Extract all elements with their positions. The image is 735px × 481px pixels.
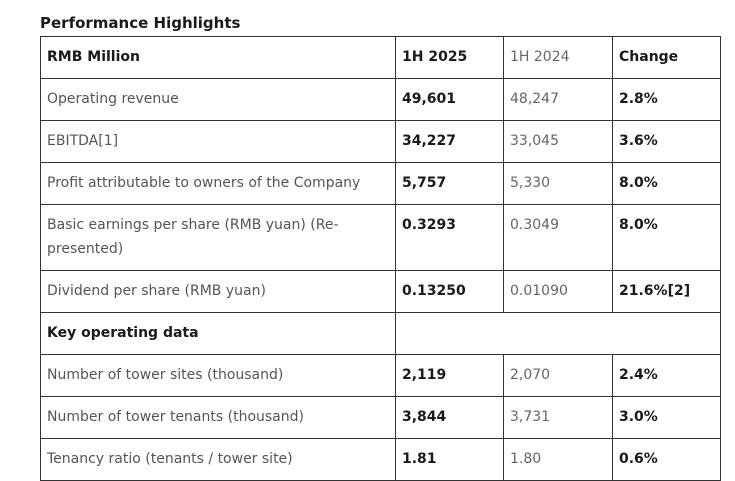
row-current-value: 34,227 — [395, 120, 504, 163]
header-current-period: 1H 2025 — [395, 36, 504, 79]
row-current-value: 5,757 — [395, 162, 504, 205]
row-prior-value: 0.01090 — [503, 270, 613, 313]
table-row: Profit attributable to owners of the Com… — [40, 162, 721, 205]
row-current-value: 1.81 — [395, 438, 504, 481]
table-row: EBITDA[1] 34,227 33,045 3.6% — [40, 120, 721, 163]
row-change-value: 8.0% — [612, 204, 721, 271]
row-current-value: 3,844 — [395, 396, 504, 439]
page-title: Performance Highlights — [40, 14, 241, 32]
row-label: Basic earnings per share (RMB yuan) (Re-… — [40, 204, 396, 271]
row-prior-value: 3,731 — [503, 396, 613, 439]
row-label: Number of tower sites (thousand) — [40, 354, 396, 397]
row-prior-value: 0.3049 — [503, 204, 613, 271]
header-label-cell: RMB Million — [40, 36, 396, 79]
row-current-value: 0.3293 — [395, 204, 504, 271]
row-change-value: 3.0% — [612, 396, 721, 439]
table-header-row: RMB Million 1H 2025 1H 2024 Change — [40, 36, 721, 79]
row-change-value: 8.0% — [612, 162, 721, 205]
row-label: Tenancy ratio (tenants / tower site) — [40, 438, 396, 481]
table-row: Basic earnings per share (RMB yuan) (Re-… — [40, 204, 721, 271]
row-change-value: 21.6%[2] — [612, 270, 721, 313]
row-change-value: 3.6% — [612, 120, 721, 163]
table-row: Operating revenue 49,601 48,247 2.8% — [40, 78, 721, 121]
section-header-label: Key operating data — [40, 312, 396, 355]
row-prior-value: 5,330 — [503, 162, 613, 205]
row-label: EBITDA[1] — [40, 120, 396, 163]
row-current-value: 0.13250 — [395, 270, 504, 313]
row-prior-value: 33,045 — [503, 120, 613, 163]
performance-table: RMB Million 1H 2025 1H 2024 Change Opera… — [40, 36, 721, 481]
row-label: Operating revenue — [40, 78, 396, 121]
row-change-value: 0.6% — [612, 438, 721, 481]
row-label: Dividend per share (RMB yuan) — [40, 270, 396, 313]
section-header-empty — [395, 312, 721, 355]
header-change: Change — [612, 36, 721, 79]
row-label: Number of tower tenants (thousand) — [40, 396, 396, 439]
row-change-value: 2.4% — [612, 354, 721, 397]
table-row: Dividend per share (RMB yuan) 0.13250 0.… — [40, 270, 721, 313]
header-prior-period: 1H 2024 — [503, 36, 613, 79]
section-header-row: Key operating data — [40, 312, 721, 355]
row-change-value: 2.8% — [612, 78, 721, 121]
table-row: Number of tower tenants (thousand) 3,844… — [40, 396, 721, 439]
row-prior-value: 1.80 — [503, 438, 613, 481]
row-current-value: 2,119 — [395, 354, 504, 397]
row-prior-value: 48,247 — [503, 78, 613, 121]
table-row: Tenancy ratio (tenants / tower site) 1.8… — [40, 438, 721, 481]
row-prior-value: 2,070 — [503, 354, 613, 397]
row-current-value: 49,601 — [395, 78, 504, 121]
row-label: Profit attributable to owners of the Com… — [40, 162, 396, 205]
table-row: Number of tower sites (thousand) 2,119 2… — [40, 354, 721, 397]
